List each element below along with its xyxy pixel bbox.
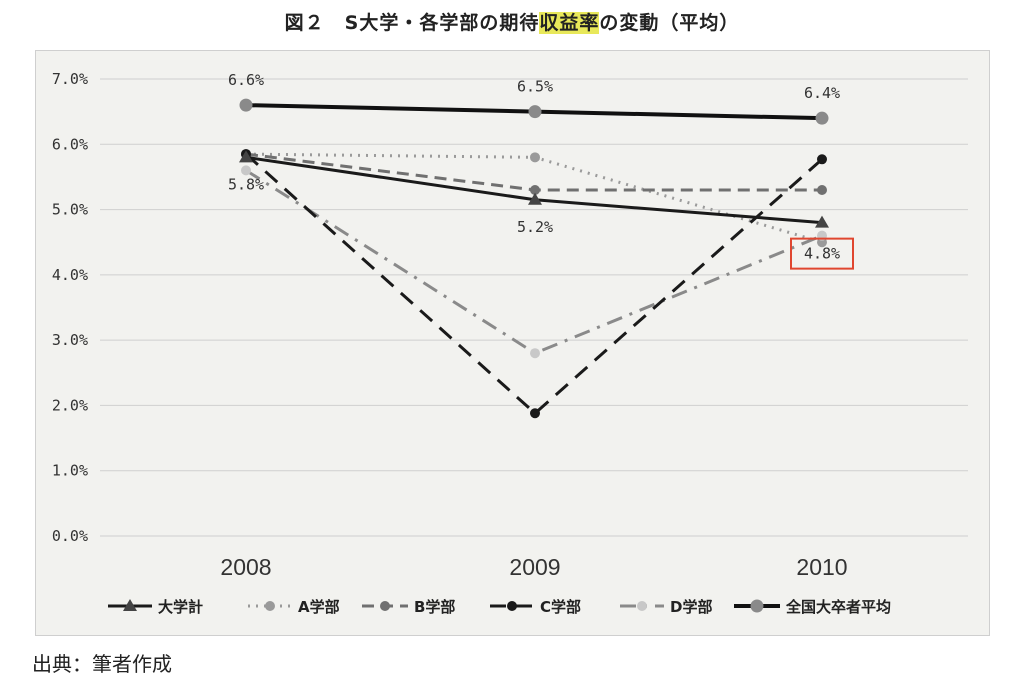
legend-marker xyxy=(123,599,137,611)
legend-label: 全国大卒者平均 xyxy=(785,598,891,616)
x-tick-label: 2010 xyxy=(796,554,847,580)
legend-marker xyxy=(507,601,517,611)
data-label: 6.6% xyxy=(228,71,264,89)
chart-title: 図２ S大学・各学部の期待収益率の変動（平均） xyxy=(0,8,1024,35)
data-point xyxy=(530,152,540,163)
x-tick-label: 2008 xyxy=(220,554,271,580)
y-tick-label: 2.0% xyxy=(52,396,88,414)
data-point xyxy=(241,165,251,176)
y-tick-label: 3.0% xyxy=(52,331,88,349)
x-tick-label: 2009 xyxy=(509,554,560,580)
y-tick-label: 0.0% xyxy=(52,527,88,545)
legend-label: A学部 xyxy=(298,598,340,616)
title-suffix: の変動（平均） xyxy=(599,12,740,34)
data-point xyxy=(817,184,827,195)
chart-area xyxy=(35,50,990,636)
highlight-box xyxy=(790,237,854,270)
title-highlight: 収益率 xyxy=(539,12,600,34)
data-label: 5.2% xyxy=(517,218,553,236)
y-tick-label: 4.0% xyxy=(52,266,88,284)
data-point xyxy=(815,215,829,228)
legend-label: B学部 xyxy=(414,598,455,616)
data-point xyxy=(239,150,253,163)
y-tick-label: 7.0% xyxy=(52,70,88,88)
data-point xyxy=(528,192,542,205)
data-label: 5.8% xyxy=(228,175,264,193)
data-label: 6.4% xyxy=(804,84,840,102)
title-prefix: 図２ S大学・各学部の期待 xyxy=(284,12,540,34)
legend-label: D学部 xyxy=(670,598,712,616)
y-tick-label: 1.0% xyxy=(52,462,88,480)
y-tick-label: 5.0% xyxy=(52,201,88,219)
legend-marker xyxy=(380,601,390,611)
y-tick-label: 6.0% xyxy=(52,135,88,153)
data-point xyxy=(530,408,540,419)
data-label: 6.5% xyxy=(517,78,553,96)
legend-marker xyxy=(637,601,647,611)
data-point xyxy=(530,348,540,359)
data-point xyxy=(528,105,542,119)
legend-marker xyxy=(265,601,275,611)
legend-label: C学部 xyxy=(540,598,581,616)
data-label: 4.8% xyxy=(804,245,840,263)
data-point xyxy=(239,98,253,112)
data-point xyxy=(530,184,540,195)
data-point xyxy=(815,111,829,125)
source-note: 出典：筆者作成 xyxy=(32,652,172,676)
legend-marker xyxy=(750,599,764,613)
legend-label: 大学計 xyxy=(158,598,203,616)
data-point xyxy=(817,154,827,165)
